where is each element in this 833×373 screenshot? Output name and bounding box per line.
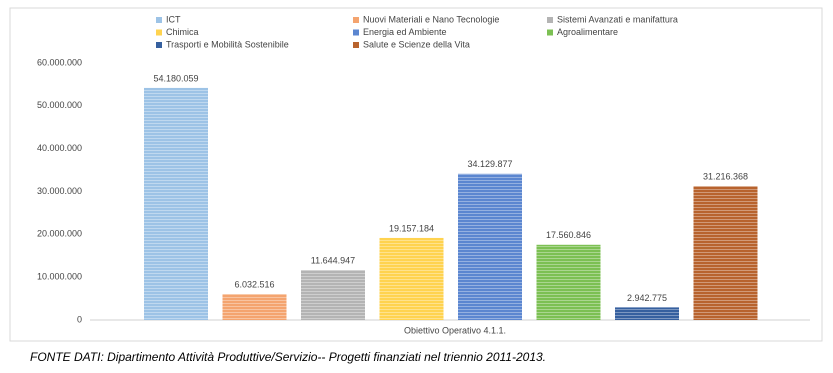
bar-texture — [379, 237, 444, 320]
legend-swatch — [353, 42, 359, 48]
legend-swatch — [156, 42, 162, 48]
legend-label: Agroalimentare — [557, 27, 618, 37]
data-label: 11.644.947 — [311, 255, 355, 265]
data-label: 34.129.877 — [467, 159, 512, 169]
bar-texture — [301, 270, 365, 320]
data-label: 54.180.059 — [153, 73, 198, 83]
y-tick-label: 0 — [77, 314, 82, 324]
data-label: 31.216.368 — [703, 172, 748, 182]
y-tick-label: 30.000.000 — [37, 186, 82, 196]
y-tick-label: 10.000.000 — [37, 272, 82, 282]
bar-texture — [222, 294, 287, 320]
y-tick-label: 50.000.000 — [37, 100, 82, 110]
legend-label: Nuovi Materiali e Nano Tecnologie — [363, 14, 499, 24]
legend-swatch — [156, 29, 162, 36]
legend-label: Sistemi Avanzati e manifattura — [557, 14, 678, 24]
y-tick-label: 60.000.000 — [37, 57, 82, 67]
legend-label: ICT — [166, 14, 181, 24]
bar-texture — [693, 186, 758, 320]
legend-label: Salute e Scienze della Vita — [363, 39, 470, 49]
y-tick-label: 20.000.000 — [37, 229, 82, 239]
legend-swatch — [547, 17, 553, 23]
legend-label: Energia ed Ambiente — [363, 27, 447, 37]
x-tick-label: Obiettivo Operativo 4.1.1. — [404, 325, 506, 335]
bar-texture — [615, 307, 679, 320]
data-label: 6.032.516 — [234, 280, 274, 290]
y-tick-label: 40.000.000 — [37, 143, 82, 153]
bar-texture — [536, 244, 601, 320]
legend-swatch — [353, 17, 359, 23]
data-label: 17.560.846 — [546, 230, 591, 240]
caption: FONTE DATI: Dipartimento Attività Produt… — [30, 350, 546, 364]
legend-label: Trasporti e Mobilità Sostenibile — [166, 39, 289, 49]
bar-texture — [458, 173, 522, 320]
data-label: 2.942.775 — [627, 293, 667, 303]
legend-swatch — [547, 29, 553, 36]
data-label: 19.157.184 — [389, 223, 434, 233]
legend-swatch — [156, 17, 162, 23]
bar-texture — [144, 87, 208, 321]
legend-label: Chimica — [166, 27, 199, 37]
legend-swatch — [353, 29, 359, 36]
